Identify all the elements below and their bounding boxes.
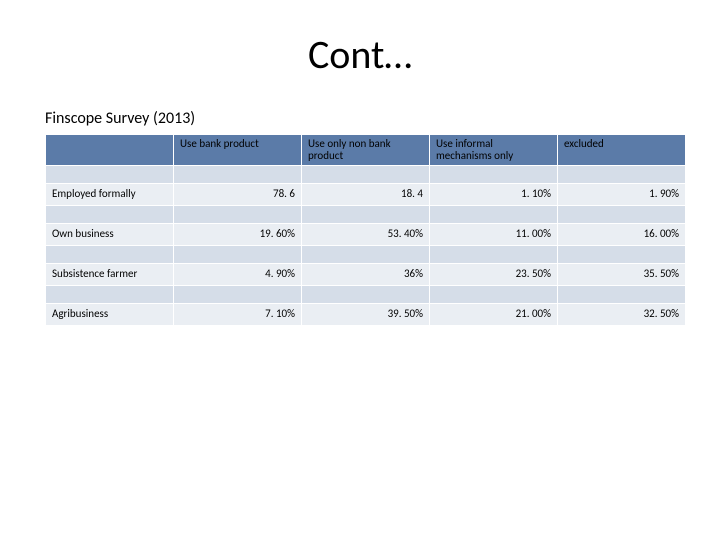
cell: 39. 50% <box>302 304 430 326</box>
cell: 19. 60% <box>174 224 302 246</box>
cell: 1. 10% <box>430 184 558 206</box>
subtitle: Finscope Survey (2013) <box>45 109 680 128</box>
spacer-row <box>46 206 686 224</box>
col-header-blank <box>46 135 174 166</box>
table-row: Agribusiness 7. 10% 39. 50% 21. 00% 32. … <box>46 304 686 326</box>
table-row: Employed formally 78. 6 18. 4 1. 10% 1. … <box>46 184 686 206</box>
row-label: Employed formally <box>46 184 174 206</box>
data-table: Use bank product Use only non bank produ… <box>45 134 686 326</box>
cell: 35. 50% <box>558 264 686 286</box>
cell: 78. 6 <box>174 184 302 206</box>
col-header-3: Use informal mechanisms only <box>430 135 558 166</box>
cell: 16. 00% <box>558 224 686 246</box>
slide: Cont… Finscope Survey (2013) Use bank pr… <box>0 0 720 540</box>
table-row: Subsistence farmer 4. 90% 36% 23. 50% 35… <box>46 264 686 286</box>
cell: 23. 50% <box>430 264 558 286</box>
cell: 11. 00% <box>430 224 558 246</box>
col-header-1: Use bank product <box>174 135 302 166</box>
row-label: Own business <box>46 224 174 246</box>
spacer-row <box>46 166 686 184</box>
table-row: Own business 19. 60% 53. 40% 11. 00% 16.… <box>46 224 686 246</box>
cell: 53. 40% <box>302 224 430 246</box>
spacer-row <box>46 246 686 264</box>
cell: 32. 50% <box>558 304 686 326</box>
page-title: Cont… <box>40 30 680 79</box>
table-header-row: Use bank product Use only non bank produ… <box>46 135 686 166</box>
row-label: Subsistence farmer <box>46 264 174 286</box>
cell: 36% <box>302 264 430 286</box>
cell: 4. 90% <box>174 264 302 286</box>
row-label: Agribusiness <box>46 304 174 326</box>
col-header-4: excluded <box>558 135 686 166</box>
cell: 18. 4 <box>302 184 430 206</box>
cell: 1. 90% <box>558 184 686 206</box>
col-header-2: Use only non bank product <box>302 135 430 166</box>
cell: 21. 00% <box>430 304 558 326</box>
cell: 7. 10% <box>174 304 302 326</box>
spacer-row <box>46 286 686 304</box>
